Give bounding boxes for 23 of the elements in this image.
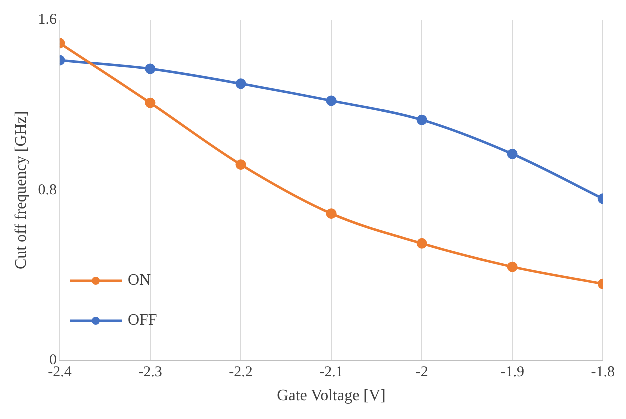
point (236, 78, 246, 90)
point (145, 64, 156, 74)
legend-label: OFF (128, 312, 158, 330)
point (145, 98, 156, 108)
point (416, 114, 428, 126)
y-tick-label: 1.6 (38, 12, 58, 28)
x-tick-label: -2.2 (229, 364, 253, 381)
x-tick-label: -1.8 (591, 364, 615, 381)
point (416, 238, 428, 249)
legend-label: ON (128, 272, 152, 290)
point (507, 148, 518, 160)
y-tick-label: 0.8 (38, 182, 57, 198)
x-tick-label: -2.3 (138, 364, 162, 381)
y-axis-title: Cut off frequency [GHz] (12, 111, 30, 270)
x-tick-label: -2.4 (48, 364, 72, 381)
point (507, 262, 518, 272)
x-tick-label: -2 (416, 364, 428, 381)
x-tick-label: -2.1 (320, 364, 344, 381)
x-tick-label: -1.9 (500, 364, 524, 381)
point (326, 96, 337, 106)
point (236, 160, 246, 170)
point (326, 208, 337, 220)
x-axis-title: Gate Voltage [V] (277, 388, 386, 405)
